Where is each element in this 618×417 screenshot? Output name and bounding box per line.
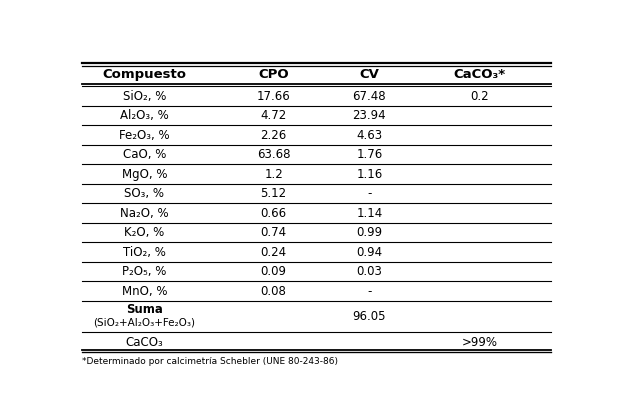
Text: 67.48: 67.48 <box>353 90 386 103</box>
Text: SO₃, %: SO₃, % <box>124 187 164 200</box>
Text: 1.14: 1.14 <box>357 206 383 220</box>
Text: 23.94: 23.94 <box>353 109 386 122</box>
Text: P₂O₅, %: P₂O₅, % <box>122 265 166 278</box>
Text: K₂O, %: K₂O, % <box>124 226 164 239</box>
Text: 0.24: 0.24 <box>261 246 287 259</box>
Text: Fe₂O₃, %: Fe₂O₃, % <box>119 128 169 142</box>
Text: 0.03: 0.03 <box>357 265 383 278</box>
Text: 0.08: 0.08 <box>261 284 287 298</box>
Text: 0.99: 0.99 <box>357 226 383 239</box>
Text: 1.76: 1.76 <box>357 148 383 161</box>
Text: 63.68: 63.68 <box>257 148 290 161</box>
Text: 0.66: 0.66 <box>261 206 287 220</box>
Text: TiO₂, %: TiO₂, % <box>123 246 166 259</box>
Text: Suma: Suma <box>126 304 163 317</box>
Text: 1.16: 1.16 <box>357 168 383 181</box>
Text: 0.94: 0.94 <box>357 246 383 259</box>
Text: -: - <box>367 187 371 200</box>
Text: 2.26: 2.26 <box>261 128 287 142</box>
Text: CaCO₃*: CaCO₃* <box>454 68 506 81</box>
Text: CaO, %: CaO, % <box>122 148 166 161</box>
Text: SiO₂, %: SiO₂, % <box>122 90 166 103</box>
Text: 4.63: 4.63 <box>357 128 383 142</box>
Text: 17.66: 17.66 <box>256 90 290 103</box>
Text: MgO, %: MgO, % <box>122 168 167 181</box>
Text: 4.72: 4.72 <box>261 109 287 122</box>
Text: CV: CV <box>360 68 379 81</box>
Text: -: - <box>367 284 371 298</box>
Text: Al₂O₃, %: Al₂O₃, % <box>120 109 169 122</box>
Text: CPO: CPO <box>258 68 289 81</box>
Text: 96.05: 96.05 <box>353 310 386 323</box>
Text: 0.74: 0.74 <box>261 226 287 239</box>
Text: 0.2: 0.2 <box>470 90 489 103</box>
Text: 5.12: 5.12 <box>261 187 287 200</box>
Text: MnO, %: MnO, % <box>122 284 167 298</box>
Text: (SiO₂+Al₂O₃+Fe₂O₃): (SiO₂+Al₂O₃+Fe₂O₃) <box>93 318 195 328</box>
Text: >99%: >99% <box>462 336 497 349</box>
Text: Na₂O, %: Na₂O, % <box>120 206 169 220</box>
Text: Compuesto: Compuesto <box>103 68 186 81</box>
Text: 1.2: 1.2 <box>265 168 283 181</box>
Text: *Determinado por calcimetría Schebler (UNE 80-243-86): *Determinado por calcimetría Schebler (U… <box>82 357 338 366</box>
Text: 0.09: 0.09 <box>261 265 287 278</box>
Text: CaCO₃: CaCO₃ <box>125 336 163 349</box>
